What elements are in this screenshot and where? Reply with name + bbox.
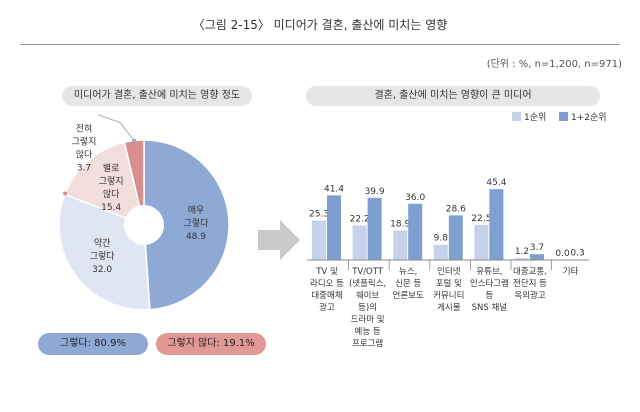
arrow-icon [258, 220, 300, 260]
pie-slice [143, 139, 230, 311]
bar-value-label: 0.0 [555, 249, 570, 259]
bar [408, 203, 423, 260]
bar [393, 230, 408, 260]
category-label: TV 및 라디오 등 대중매체 광고 [310, 266, 344, 313]
leader-line [97, 114, 135, 141]
legend-swatch [512, 112, 521, 121]
pie-slice-label: 별로 그렇지 않다 15.4 [99, 163, 124, 213]
bar [433, 244, 448, 260]
title-divider [20, 44, 620, 45]
bar [515, 258, 529, 260]
pie-slice-label: 전혀 그렇지 않다 3.7 [72, 124, 97, 174]
pie-center-hole [124, 205, 164, 245]
bar-value-label: 41.4 [324, 184, 344, 194]
category-label: 유튜브, 인스타그램 등 SNS 채널 [470, 267, 509, 313]
category-label: TV/OTT (넷플릭스, 웨이브 등)의 드라마 및 예능 등 프로그램 [349, 267, 386, 349]
bar-chart-title: 결혼, 출산에 미치는 영향이 큰 미디어 [306, 86, 600, 106]
bar [489, 189, 504, 260]
bar-value-label: 18.9 [390, 220, 410, 230]
category-label: 뉴스, 신문 등 언론보도 [393, 267, 424, 301]
category-label: 대중교통, 전단지 등 옥외광고 [513, 267, 547, 301]
bar-value-label: 25.3 [309, 210, 329, 220]
bar [327, 195, 341, 260]
legend-label: 1순위 [524, 112, 546, 123]
pie-slice-label: 약간 그렇다 32.0 [90, 237, 116, 275]
pie-slice-label: 매우 그렇다 48.9 [184, 205, 210, 242]
bar-value-label: 45.4 [486, 178, 506, 188]
bar [474, 224, 489, 260]
bar [312, 220, 326, 260]
legend-label: 1+2순위 [571, 112, 607, 123]
leader-dot [132, 138, 137, 143]
legend-swatch [559, 112, 568, 121]
pie-chart-title: 미디어가 결혼, 출산에 미치는 영향 정도 [62, 86, 252, 106]
bar [530, 254, 544, 260]
category-label: 인터넷 포털 및 커뮤니티 게시물 [433, 266, 464, 313]
unit-note: (단위 : %, n=1,200, n=971) [486, 59, 622, 70]
bar-value-label: 3.7 [530, 243, 544, 253]
bar-value-label: 28.6 [446, 204, 466, 214]
bar-value-label: 22.2 [350, 214, 370, 224]
figure-title: 〈그림 2-15〉 미디어가 결혼, 출산에 미치는 영향 [192, 18, 448, 32]
summary-negative: 그렇지 않다: 19.1% [156, 333, 266, 355]
pie-chart: 매우 그렇다 48.9 약간 그렇다 32.0 별로 그렇지 않다 15.4전혀 그렇지 않다 3.7 [58, 114, 230, 311]
bar-value-label: 0.3 [570, 249, 584, 259]
bar-value-label: 9.8 [434, 234, 449, 244]
summary-positive: 그렇다: 80.9% [38, 333, 148, 355]
pie-slice [63, 141, 146, 227]
bar [367, 197, 382, 260]
bar [352, 225, 367, 260]
bar-value-label: 1.2 [515, 247, 529, 257]
bar-chart: 1순위 1+2순위 25.3 41.4 TV 및 라디오 등 대중매체 광고 22.2 39.9 T… [307, 112, 607, 349]
bar [448, 215, 463, 260]
leader-dot [63, 191, 67, 196]
category-label: 기타 [563, 267, 579, 277]
bar-value-label: 22.5 [471, 214, 491, 224]
bar-value-label: 39.9 [365, 187, 385, 197]
bar-value-label: 36.0 [405, 193, 425, 203]
